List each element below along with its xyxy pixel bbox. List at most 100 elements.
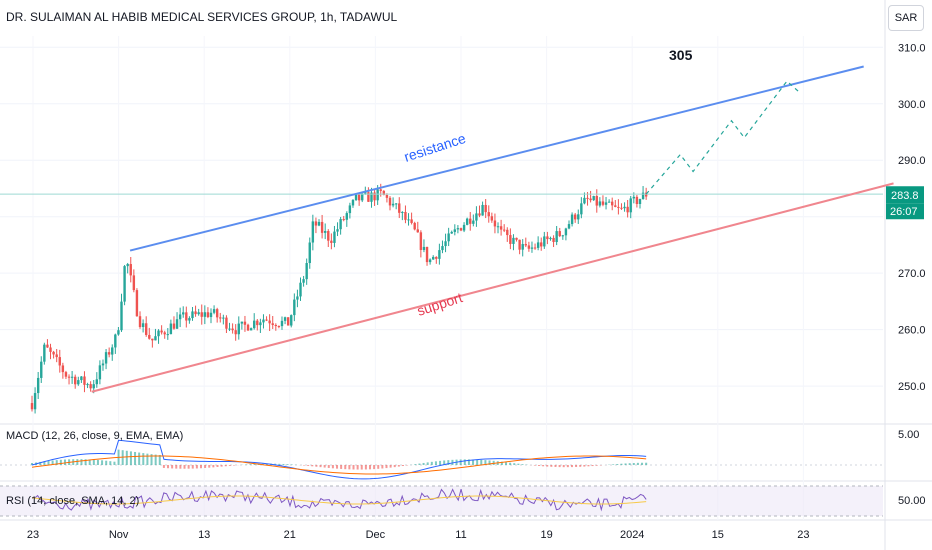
candle-body [496,226,500,228]
candle-body [123,266,126,302]
macd-hist-bar [583,465,586,467]
candle-body [160,330,163,333]
candle-body [419,232,423,250]
candle-body [194,311,197,315]
candle-body [422,246,426,250]
macd-hist-bar [340,465,343,469]
overlays: resistance support 305 [0,47,894,393]
candle-body [107,352,111,355]
candle-body [493,220,497,227]
signal-line [31,455,647,475]
candle-body [151,338,154,341]
macd-hist-bar [360,465,363,470]
x-tick-label: 23 [797,529,809,541]
macd-hist-bar [278,463,281,465]
macd-hist-bar [344,465,347,470]
candle-body [518,239,521,250]
candle-body [441,246,444,251]
candle-body [481,204,484,216]
macd-hist-bar [628,463,631,465]
macd-hist-bar [158,454,161,465]
candle-body [456,228,460,230]
candle-body [36,377,40,394]
candle-body [524,244,527,246]
candle-body [61,365,65,373]
candle-body [425,246,429,263]
candle-body [231,328,234,331]
candle-body [580,203,583,215]
candle-body [40,361,43,378]
candle-body [635,196,639,204]
candle-body [58,357,61,366]
macd-hist-bar [142,453,145,465]
macd-hist-bar [336,465,339,469]
candle-body [206,312,210,318]
candle-body [484,204,487,213]
candle-body [398,203,401,213]
macd-line [31,439,647,480]
price-badge-value: 283.8 [891,190,919,202]
y-tick-label: 260.0 [898,325,926,337]
macd-hist-bar [63,459,66,465]
macd-hist-bar [167,465,170,469]
candle-body [354,194,358,200]
macd-hist-bar [381,465,384,469]
macd-hist-bar [595,465,598,466]
candle-body [188,318,191,321]
candle-body [80,376,83,381]
candle-body [367,192,370,202]
macd-hist-bar [286,464,289,465]
candle-body [265,319,268,321]
price-badge [886,186,924,204]
macd-hist-bar [439,460,442,465]
macd-hist-bar [125,450,128,465]
macd-hist-bar [447,460,450,465]
macd-hist-bar [591,465,594,467]
candle-body [256,320,259,326]
candle-body [450,231,453,234]
macd-hist-bar [331,465,334,469]
macd-hist-bar [368,465,371,470]
candle-body [475,213,478,221]
candle-body [240,321,244,324]
candle-body [70,376,74,378]
macd-hist-bar [641,462,644,465]
macd-hist-bar [274,463,277,465]
macd-hist-bar [566,465,569,468]
candle-body [632,196,636,199]
candle-body [611,201,614,206]
candle-body [46,344,49,348]
chart-title: DR. SULAIMAN AL HABIB MEDICAL SERVICES G… [6,10,398,24]
candle-body [172,323,176,329]
macd-hist-bar [39,461,42,465]
candle-body [67,376,71,378]
candle-body [564,228,568,236]
candle-body [225,317,228,329]
candle-body [330,240,333,243]
candle-body [530,247,534,249]
candle-body [447,233,450,242]
currency-button[interactable]: SAR [888,5,924,31]
macd-hist-bar [418,463,421,465]
candle-body [379,189,382,191]
candle-body [462,224,466,231]
candle-body [351,199,355,206]
y-tick-label: 270.0 [898,268,926,280]
macd-hist-bar [307,465,310,466]
macd-hist-bar [311,465,314,467]
candle-body [555,231,558,243]
candle-body [135,290,139,317]
candle-body [262,319,265,323]
candle-body [302,279,305,283]
macd-hist-bar [393,465,396,468]
candle-body [614,205,617,207]
macd-hist-bar [96,459,99,465]
macd-hist-bar [620,463,623,465]
candle-body [311,221,315,243]
candle-body [89,384,92,389]
candle-body [595,196,598,206]
candle-body [283,317,287,321]
candle-body [77,380,80,385]
candle-body [472,220,475,224]
